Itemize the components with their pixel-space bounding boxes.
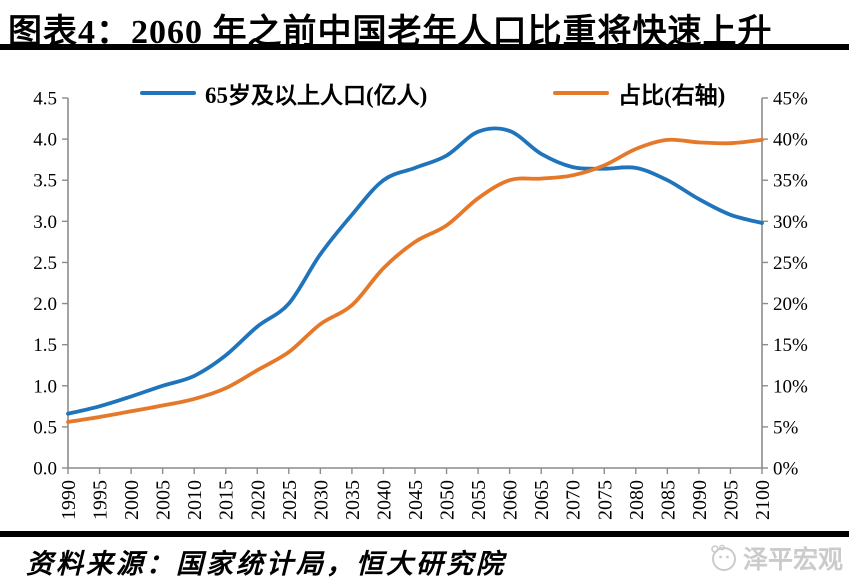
y-axis-label-right: 20% [773, 294, 808, 315]
x-axis-label: 2085 [657, 480, 679, 520]
x-axis-label: 2060 [500, 480, 522, 520]
x-axis-label: 2030 [310, 480, 332, 520]
legend-line-swatch-blue [140, 91, 196, 95]
x-axis-label: 2075 [594, 480, 616, 520]
x-axis-label: 2045 [405, 480, 427, 520]
y-axis-label-right: 15% [773, 335, 808, 356]
legend-item-population: 65岁及以上人口(亿人) [140, 76, 427, 110]
legend-item-share: 占比(右轴) [553, 76, 725, 110]
series-line-population [66, 126, 764, 416]
watermark-text: 泽平宏观 [742, 547, 843, 574]
title-divider-rule [0, 44, 849, 50]
legend-label-share: 占比(右轴) [618, 83, 726, 108]
x-axis-label: 2050 [437, 480, 459, 520]
x-axis-label: 2000 [121, 480, 143, 520]
x-axis-label: 2095 [720, 480, 742, 520]
x-axis-label: 1990 [58, 480, 80, 520]
watermark: 泽平宏观 [708, 540, 843, 576]
y-axis-label-left: 3.0 [33, 212, 57, 233]
footer-divider-rule [0, 531, 849, 537]
x-axis-label: 2005 [153, 480, 175, 520]
x-axis-label: 2040 [373, 480, 395, 520]
x-axis-label: 2020 [247, 480, 269, 520]
legend-label-population: 65岁及以上人口(亿人) [205, 83, 428, 108]
x-axis-label: 2025 [279, 480, 301, 520]
y-axis-label-left: 4.0 [33, 130, 57, 151]
y-axis-label-left: 0.0 [33, 459, 57, 480]
y-axis-label-left: 4.5 [33, 89, 57, 110]
y-axis-label-left: 2.0 [33, 294, 57, 315]
y-axis-label-right: 0% [773, 459, 799, 480]
y-axis-label-right: 45% [773, 89, 808, 110]
source-note: 资料来源：国家统计局，恒大研究院 [26, 549, 506, 579]
x-axis-label: 2070 [563, 480, 585, 520]
y-axis-label-right: 5% [773, 417, 799, 438]
watermark-logo-icon [711, 544, 736, 571]
x-axis-label: 2065 [531, 480, 553, 520]
y-axis-label-left: 0.5 [33, 417, 57, 438]
x-axis-label: 2035 [342, 480, 364, 520]
x-axis-label: 2080 [626, 480, 648, 520]
y-axis-label-left: 1.0 [33, 376, 57, 397]
x-axis-label: 2100 [752, 480, 774, 520]
y-axis-label-right: 30% [773, 212, 808, 233]
y-axis-label-right: 25% [773, 253, 808, 274]
y-axis-label-right: 35% [773, 171, 808, 192]
y-axis-label-left: 3.5 [33, 171, 57, 192]
y-axis-label-right: 40% [773, 130, 808, 151]
series-line-share [66, 137, 764, 424]
x-axis-label: 2015 [216, 480, 238, 520]
legend-line-swatch-orange [553, 91, 609, 95]
x-axis-label: 2090 [689, 480, 711, 520]
y-axis-label-right: 10% [773, 376, 808, 397]
x-axis-label: 1995 [90, 480, 112, 520]
y-axis-label-left: 2.5 [33, 253, 57, 274]
x-axis-label: 2055 [468, 480, 490, 520]
x-axis-label: 2010 [184, 480, 206, 520]
y-axis-label-left: 1.5 [33, 335, 57, 356]
